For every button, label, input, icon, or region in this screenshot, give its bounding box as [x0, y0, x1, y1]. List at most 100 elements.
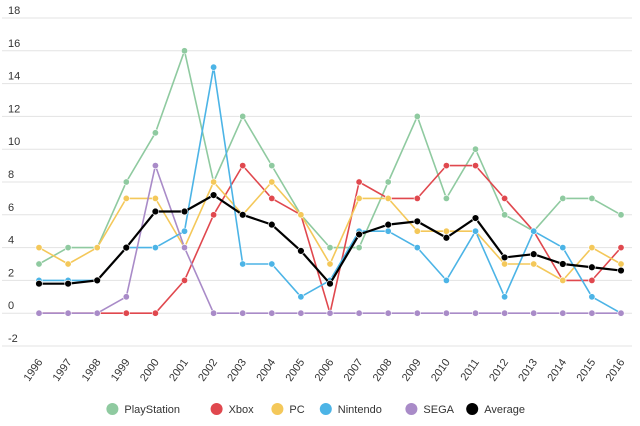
data-point[interactable]	[442, 194, 450, 202]
data-point[interactable]	[297, 247, 305, 255]
data-point[interactable]	[210, 309, 218, 317]
data-point[interactable]	[297, 293, 305, 301]
data-point[interactable]	[471, 214, 480, 222]
data-point[interactable]	[559, 276, 567, 284]
data-point[interactable]	[268, 220, 276, 229]
data-point[interactable]	[588, 276, 596, 284]
data-point[interactable]	[501, 260, 509, 268]
data-point[interactable]	[64, 244, 72, 252]
data-point[interactable]	[471, 162, 479, 170]
data-point[interactable]	[239, 309, 247, 317]
data-point[interactable]	[355, 244, 363, 252]
data-point[interactable]	[501, 211, 509, 219]
data-point[interactable]	[617, 309, 625, 317]
data-point[interactable]	[588, 263, 596, 271]
data-point[interactable]	[122, 309, 130, 317]
data-point[interactable]	[501, 309, 509, 317]
data-point[interactable]	[530, 309, 538, 317]
data-point[interactable]	[93, 276, 101, 285]
data-point[interactable]	[181, 244, 189, 252]
data-point[interactable]	[268, 194, 276, 202]
data-point[interactable]	[326, 244, 334, 252]
data-point[interactable]	[588, 194, 596, 202]
data-point[interactable]	[442, 309, 450, 317]
data-point[interactable]	[151, 129, 159, 137]
legend-item-average[interactable]: Average	[466, 403, 525, 416]
data-point[interactable]	[530, 260, 538, 268]
data-point[interactable]	[209, 191, 218, 199]
legend-item-sega[interactable]: SEGA	[405, 403, 455, 416]
data-point[interactable]	[122, 243, 131, 252]
data-point[interactable]	[35, 260, 43, 268]
data-point[interactable]	[413, 112, 421, 120]
data-point[interactable]	[122, 194, 130, 202]
data-point[interactable]	[326, 309, 334, 317]
data-point[interactable]	[210, 211, 218, 219]
data-point[interactable]	[268, 162, 276, 170]
data-point[interactable]	[617, 260, 625, 268]
data-point[interactable]	[413, 217, 421, 226]
data-point[interactable]	[122, 293, 130, 301]
data-point[interactable]	[297, 211, 305, 219]
data-point[interactable]	[413, 194, 421, 202]
data-point[interactable]	[471, 227, 479, 235]
data-point[interactable]	[588, 244, 596, 252]
data-point[interactable]	[384, 220, 392, 229]
data-point[interactable]	[151, 194, 159, 202]
data-point[interactable]	[355, 309, 363, 317]
data-point[interactable]	[326, 279, 334, 288]
data-point[interactable]	[617, 266, 625, 275]
data-point[interactable]	[326, 260, 334, 268]
data-point[interactable]	[297, 309, 305, 317]
data-point[interactable]	[559, 309, 567, 317]
data-point[interactable]	[210, 63, 218, 71]
data-point[interactable]	[151, 309, 159, 317]
data-point[interactable]	[239, 112, 247, 120]
data-point[interactable]	[181, 47, 189, 55]
data-point[interactable]	[122, 178, 130, 186]
data-point[interactable]	[355, 194, 363, 202]
legend-item-playstation[interactable]: PlayStation	[106, 403, 180, 416]
data-point[interactable]	[181, 227, 189, 235]
data-point[interactable]	[530, 227, 538, 235]
data-point[interactable]	[471, 309, 479, 317]
data-point[interactable]	[210, 178, 218, 186]
data-point[interactable]	[268, 260, 276, 268]
data-point[interactable]	[501, 293, 509, 301]
data-point[interactable]	[239, 260, 247, 268]
data-point[interactable]	[35, 309, 43, 317]
data-point[interactable]	[64, 260, 72, 268]
data-point[interactable]	[239, 162, 247, 170]
data-point[interactable]	[151, 244, 159, 252]
legend-item-pc[interactable]: PC	[271, 403, 305, 416]
data-point[interactable]	[617, 211, 625, 219]
data-point[interactable]	[384, 178, 392, 186]
data-point[interactable]	[239, 211, 247, 219]
legend-item-nintendo[interactable]: Nintendo	[319, 403, 382, 416]
data-point[interactable]	[93, 244, 101, 252]
data-point[interactable]	[413, 309, 421, 317]
data-point[interactable]	[64, 279, 72, 288]
data-point[interactable]	[501, 194, 509, 202]
data-point[interactable]	[35, 279, 43, 288]
data-point[interactable]	[355, 178, 363, 186]
data-point[interactable]	[529, 250, 538, 258]
data-point[interactable]	[64, 309, 72, 317]
data-point[interactable]	[384, 194, 392, 202]
data-point[interactable]	[500, 253, 509, 262]
data-point[interactable]	[35, 244, 43, 252]
data-point[interactable]	[559, 194, 567, 202]
data-point[interactable]	[268, 178, 276, 186]
data-point[interactable]	[442, 276, 450, 284]
legend-item-xbox[interactable]: Xbox	[210, 403, 255, 416]
data-point[interactable]	[442, 162, 450, 170]
data-point[interactable]	[413, 227, 421, 235]
data-point[interactable]	[384, 227, 392, 235]
data-point[interactable]	[588, 309, 596, 317]
data-point[interactable]	[471, 145, 479, 153]
data-point[interactable]	[180, 207, 189, 216]
data-point[interactable]	[413, 244, 421, 252]
data-point[interactable]	[442, 227, 450, 235]
data-point[interactable]	[384, 309, 392, 317]
data-point[interactable]	[559, 260, 567, 268]
